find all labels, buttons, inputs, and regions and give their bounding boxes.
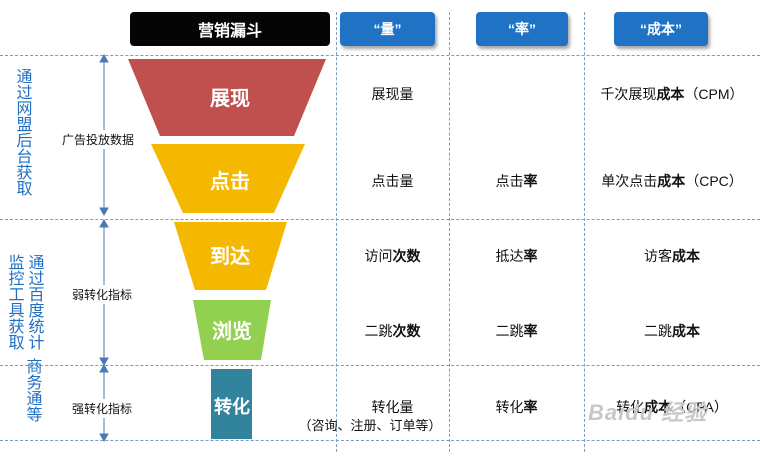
volume-header: “量” (340, 12, 435, 46)
ad-data-label: 广告投放数据 (60, 130, 137, 149)
baidu-stats-label: 通过百度统计 (28, 255, 45, 352)
cost-header: “成本” (614, 12, 708, 46)
weak-conversion-label: 弱转化指标 (70, 285, 135, 304)
row-divider (0, 219, 760, 220)
baidu-watermark: Baidu 经验 (588, 400, 708, 425)
cost-cell: 访客成本 (644, 248, 700, 264)
volume-cell: 点击量 (371, 173, 414, 189)
column-divider (449, 12, 450, 452)
funnel-stage-clicks (151, 144, 305, 213)
volume-cell: 展现量 (371, 86, 414, 102)
cost-cell: 转化成本（CPA） (616, 399, 728, 415)
funnel-stage-arrivals (174, 222, 287, 290)
stage-label-conversion: 转化 (214, 397, 250, 417)
rate-cell: 转化率 (495, 399, 538, 415)
stage-label-arrivals: 到达 (210, 245, 250, 268)
column-divider (336, 12, 337, 452)
rate-cell: 抵达率 (495, 248, 538, 264)
row-divider (0, 365, 760, 366)
volume-cell: 访问次数 (364, 248, 421, 264)
rate-header: “率” (476, 12, 568, 46)
funnel-header: 营销漏斗 (130, 12, 330, 46)
volume-cell: 转化量 (371, 399, 414, 415)
cost-cell: 二跳成本 (644, 323, 700, 339)
column-divider (584, 12, 585, 452)
stage-label-clicks: 点击 (210, 170, 250, 193)
rate-cell: 点击率 (495, 173, 538, 189)
stage-label-impressions: 展现 (210, 87, 250, 110)
cost-cell: 千次展现成本（CPM） (600, 86, 744, 102)
cost-cell: 单次点击成本（CPC） (601, 173, 743, 189)
business-tool-label: 商务通等 (26, 359, 43, 424)
volume-sub-cell: （咨询、注册、订单等） (298, 418, 442, 433)
row-divider (0, 55, 760, 56)
network-source-label: 通过网盟后台获取 (16, 69, 33, 198)
volume-cell: 二跳次数 (364, 323, 421, 339)
monitor-tools-label: 监控工具获取 (8, 255, 25, 352)
funnel-stage-conversion (211, 369, 252, 439)
row-divider (0, 440, 760, 441)
stage-label-browsing: 浏览 (212, 320, 252, 343)
rate-cell: 二跳率 (495, 323, 538, 339)
strong-conversion-label: 强转化指标 (70, 399, 135, 418)
funnel-stage-impressions (128, 59, 326, 136)
funnel-stage-browsing (193, 300, 271, 360)
